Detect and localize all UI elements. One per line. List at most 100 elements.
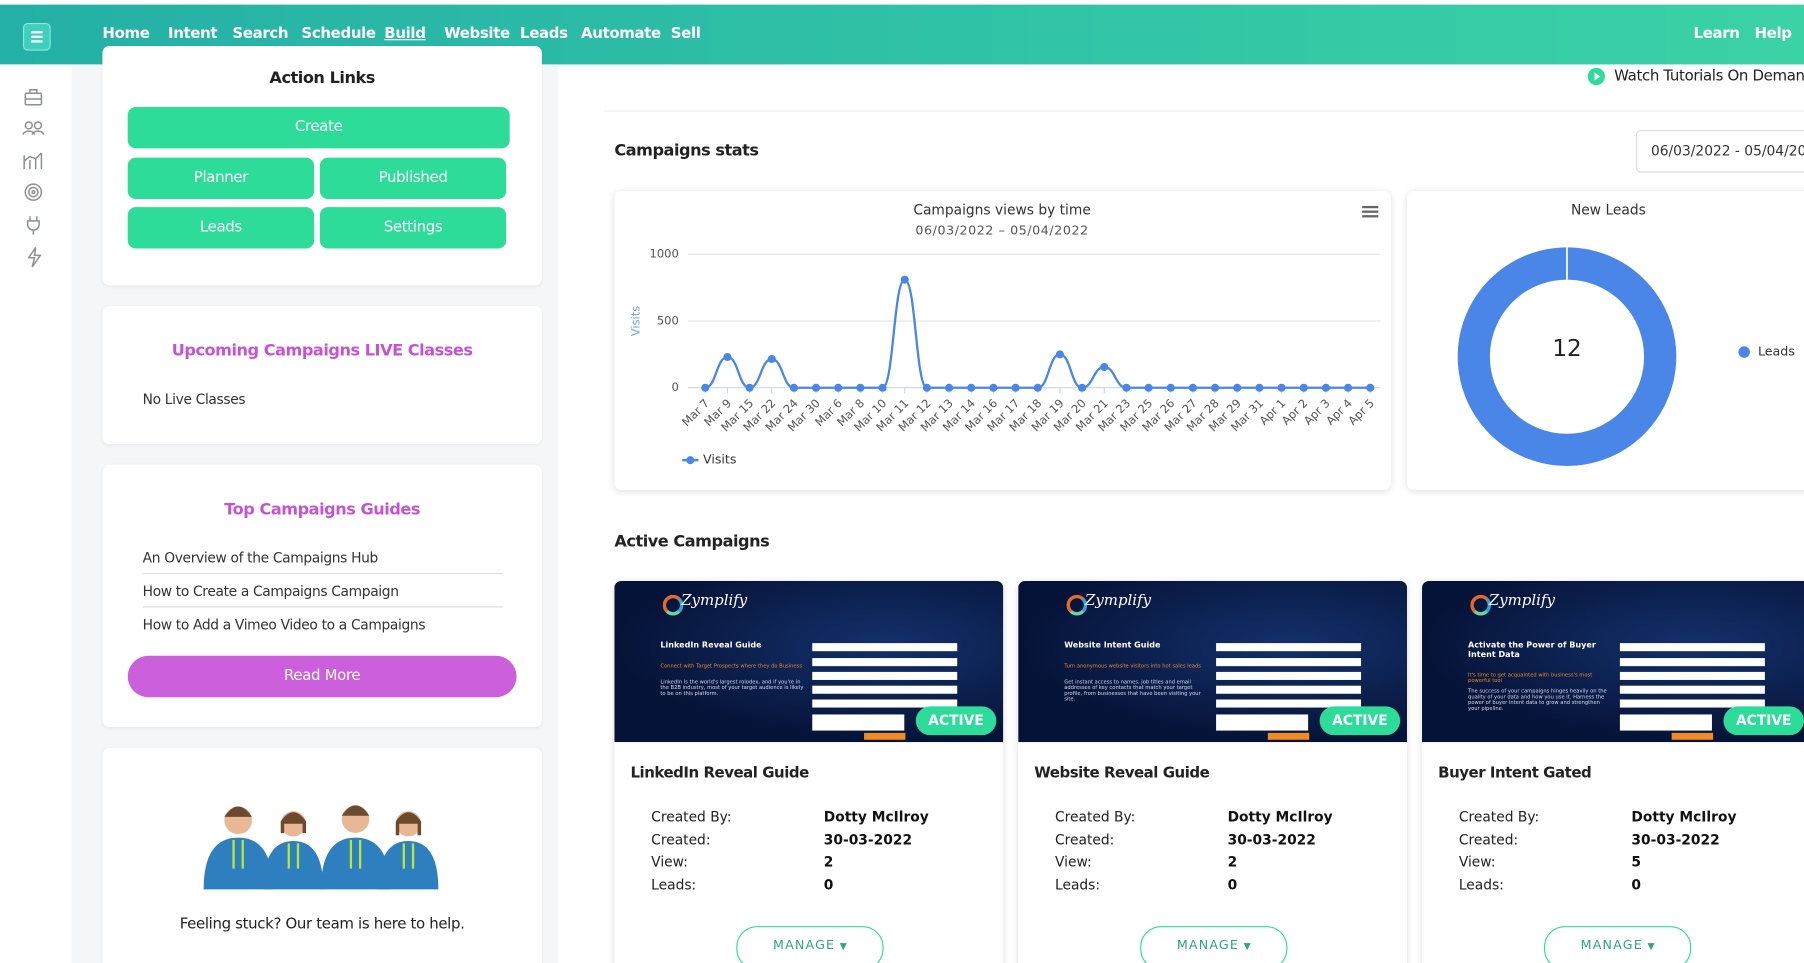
card-title: Action Links — [269, 69, 375, 88]
form-captcha — [1216, 714, 1309, 731]
form-field — [1216, 643, 1362, 652]
form-field — [1216, 699, 1362, 708]
field-label: Created: — [1055, 831, 1115, 848]
form-field — [1216, 671, 1362, 680]
campaign-title: LinkedIn Reveal Guide — [630, 765, 809, 783]
icon-bolt[interactable] — [27, 246, 42, 268]
button-label: MANAGE — [1580, 937, 1643, 953]
field-value: 30-03-2022 — [1227, 831, 1316, 848]
field-label: View: — [1458, 854, 1496, 871]
nav-item[interactable]: Search — [232, 25, 289, 43]
form-submit — [864, 732, 906, 740]
field-value: Dotty McIlroy — [1631, 808, 1737, 825]
team-photo — [203, 805, 439, 890]
brand: Zymplify — [681, 592, 748, 610]
field-value: 5 — [1631, 854, 1642, 871]
nav-item[interactable]: Help — [1754, 25, 1792, 43]
field-value: 2 — [1227, 854, 1238, 871]
nav-item[interactable]: Schedule — [301, 25, 376, 43]
field-label: Leads: — [1458, 876, 1504, 893]
nav-item[interactable]: Build — [384, 25, 426, 43]
play-icon[interactable] — [1587, 67, 1605, 86]
status-badge: ACTIVE — [915, 706, 997, 736]
field-value: 30-03-2022 — [823, 831, 913, 848]
logo-ring — [1066, 594, 1088, 616]
field-label: Created By: — [651, 808, 732, 825]
icon-plug[interactable] — [26, 216, 40, 235]
button[interactable]: Settings — [319, 207, 507, 249]
icon-target[interactable] — [24, 183, 43, 201]
guide-link[interactable]: How to Add a Vimeo Video to a Campaigns — [142, 616, 426, 633]
status-badge: ACTIVE — [1319, 706, 1401, 736]
form-field — [1619, 699, 1765, 708]
nav-item[interactable]: Intent — [167, 25, 218, 43]
field-label: Leads: — [651, 876, 697, 893]
field-value: 0 — [823, 876, 834, 893]
caret: ▼ — [1243, 941, 1251, 952]
field-label: Created By: — [1458, 808, 1540, 825]
manage-button[interactable]: MANAGE ▼ — [1543, 926, 1692, 963]
manage-button[interactable]: MANAGE ▼ — [736, 926, 884, 963]
guides-card: Top Campaigns Guides An Overview of the … — [102, 464, 542, 728]
help-card: Feeling stuck? Our team is here to help. — [102, 747, 542, 963]
card-title: Top Campaigns Guides — [224, 500, 420, 519]
field-label: Created: — [651, 831, 711, 848]
form — [812, 639, 959, 743]
nav-item[interactable]: Home — [102, 25, 150, 43]
button[interactable]: Planner — [127, 157, 315, 200]
thumb-heading: Website Intent Guide — [1064, 640, 1161, 651]
field-label: View: — [1055, 854, 1092, 871]
form-field — [812, 658, 958, 667]
nav-item[interactable]: Leads — [520, 25, 568, 43]
pie-chart-card — [1407, 190, 1804, 491]
guide-link[interactable]: How to Create a Campaigns Campaign — [142, 583, 503, 608]
form-field — [1619, 671, 1765, 680]
icon-rail — [0, 64, 72, 963]
form-captcha — [812, 714, 905, 731]
thumb-body: Get instant access to names, job titles … — [1064, 679, 1201, 703]
field-label: Created: — [1458, 831, 1519, 848]
tutorials-link[interactable]: Watch Tutorials On Demand — [1614, 67, 1804, 86]
icon-analytics[interactable] — [23, 152, 43, 170]
campaign-title: Buyer Intent Gated — [1438, 765, 1592, 783]
brand: Zymplify — [1084, 592, 1152, 610]
nav-item[interactable]: Website — [444, 25, 510, 43]
form — [1216, 639, 1363, 743]
nav-item[interactable]: Automate — [581, 25, 661, 43]
button[interactable]: Create — [127, 106, 510, 149]
manage-button[interactable]: MANAGE ▼ — [1140, 926, 1288, 963]
icon-team[interactable] — [24, 121, 33, 130]
form-field — [1216, 685, 1362, 694]
field-value: Dotty McIlroy — [1227, 808, 1333, 825]
live-classes-card: Upcoming Campaigns LIVE Classes No Live … — [102, 306, 542, 445]
form-field — [1619, 685, 1765, 694]
button[interactable]: Leads — [127, 207, 315, 249]
card-title: Upcoming Campaigns LIVE Classes — [171, 341, 473, 361]
campaign-card: Zymplify Website Intent Guide Turn anonymo… — [1018, 581, 1408, 963]
field-label: View: — [651, 854, 688, 871]
thumb-body: LinkedIn is the world's largest rolodex,… — [660, 679, 804, 698]
thumb-subheading: Turn anonymous website visitors into hot… — [1064, 663, 1201, 670]
help-text: Feeling stuck? Our team is here to help. — [179, 915, 465, 934]
divider — [604, 110, 1804, 112]
form-field — [1216, 658, 1362, 667]
campaign-title: Website Reveal Guide — [1034, 765, 1210, 783]
date-range-input[interactable]: 06/03/2022 - 05/04/2022 — [1636, 130, 1804, 173]
field-label: Leads: — [1055, 876, 1101, 893]
button[interactable]: Published — [319, 157, 507, 200]
field-value: 0 — [1631, 876, 1642, 893]
field-value: 0 — [1227, 876, 1238, 893]
thumb-subheading: Connect with Target Prospects where they… — [660, 663, 803, 670]
form-field — [1619, 658, 1765, 667]
brand: Zymplify — [1488, 592, 1555, 610]
menu-button[interactable] — [23, 23, 51, 51]
button[interactable]: Read More — [127, 655, 517, 698]
caret: ▼ — [839, 941, 847, 952]
nav-item[interactable]: Sell — [670, 25, 701, 43]
form-captcha — [1619, 714, 1712, 731]
guide-link[interactable]: An Overview of the Campaigns Hub — [142, 550, 503, 575]
nav-item[interactable]: Learn — [1693, 25, 1740, 43]
form-submit — [1267, 732, 1310, 740]
field-value: Dotty McIlroy — [823, 808, 929, 825]
